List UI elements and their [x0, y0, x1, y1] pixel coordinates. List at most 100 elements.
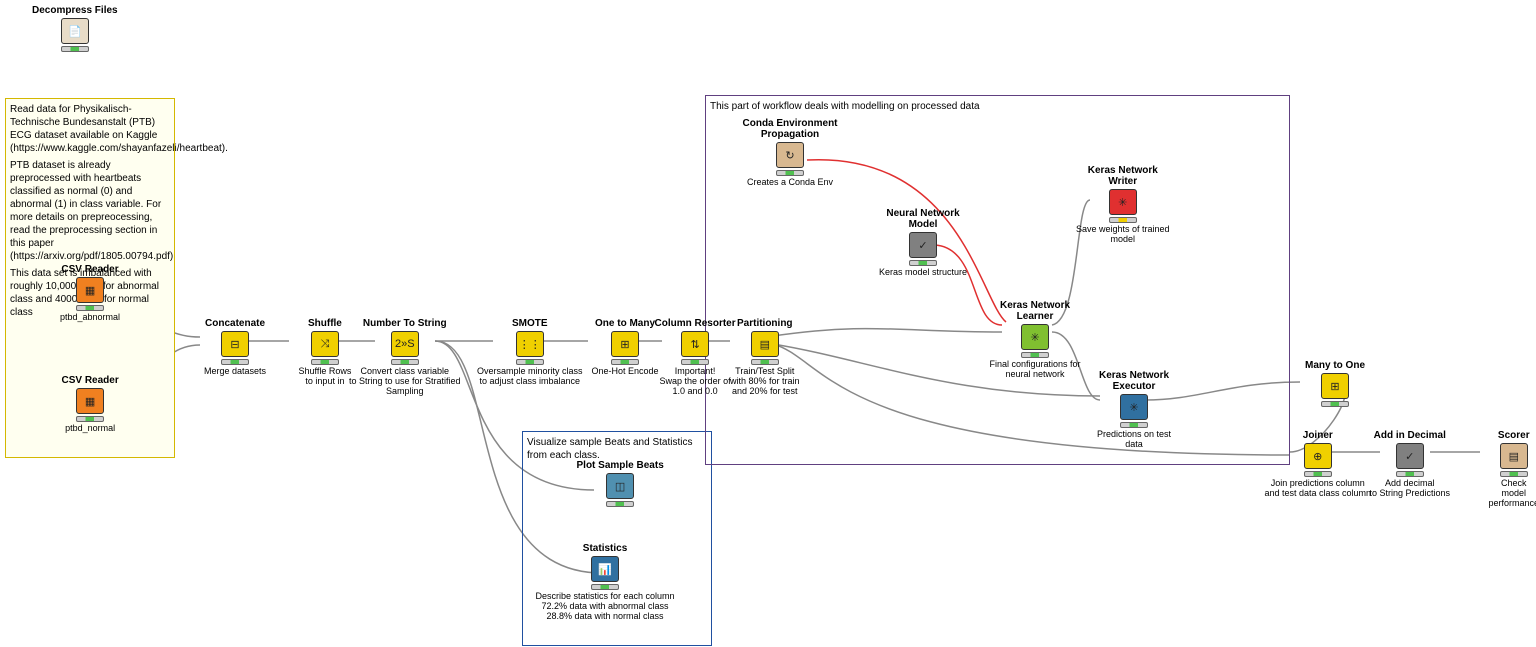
node-status-light: [606, 501, 634, 507]
node-icon[interactable]: ◫: [606, 473, 634, 499]
node-icon[interactable]: ✓: [909, 232, 937, 258]
node-title: Joiner: [1265, 430, 1372, 441]
node-status-light: [611, 359, 639, 365]
workflow-node-conda[interactable]: Conda Environment Propagation↻ Creates a …: [743, 118, 838, 188]
node-icon[interactable]: 📄: [61, 18, 89, 44]
node-icon[interactable]: 📊: [591, 556, 619, 582]
node-icon[interactable]: ⇅: [681, 331, 709, 357]
workflow-node-csv_abnormal[interactable]: CSV Reader ▦ ptbd_abnormal: [60, 264, 120, 323]
workflow-node-many2one[interactable]: Many to One ⊞: [1305, 360, 1365, 409]
node-status-light: [1396, 471, 1424, 477]
node-caption: Describe statistics for each column 72.2…: [536, 592, 675, 622]
workflow-node-col_resort[interactable]: Column Resorter ⇅ Important! Swap the orde…: [655, 318, 736, 397]
node-icon[interactable]: ⋮⋮: [516, 331, 544, 357]
node-icon[interactable]: ▦: [76, 388, 104, 414]
workflow-node-joiner[interactable]: Joiner ⊕ Join predictions column and test …: [1265, 430, 1372, 499]
node-status-light: [1500, 471, 1528, 477]
workflow-node-shuffle[interactable]: Shuffle ⤨ Shuffle Rows to input in: [299, 318, 352, 387]
node-status-light: [221, 359, 249, 365]
workflow-node-partition[interactable]: Partitioning▤Train/Test Split with 80% f…: [730, 318, 800, 397]
workflow-node-writer[interactable]: Keras Network Writer✳ Save weights of tra…: [1076, 165, 1170, 245]
node-caption: Check model performance: [1489, 479, 1536, 509]
annotation-blue-caption: Visualize sample Beats and Statistics fr…: [527, 436, 707, 462]
node-icon[interactable]: ▤: [1500, 443, 1528, 469]
node-status-light: [311, 359, 339, 365]
node-title: Conda Environment Propagation: [743, 118, 838, 140]
workflow-node-executor[interactable]: Keras Network Executor✳ Predictions on te…: [1097, 370, 1171, 450]
node-title: Concatenate: [204, 318, 266, 329]
node-status-light: [61, 46, 89, 52]
node-status-light: [1304, 471, 1332, 477]
node-status-light: [591, 584, 619, 590]
workflow-node-add_decimal[interactable]: Add in Decimal ✓ Add decimal to String Pre…: [1370, 430, 1451, 499]
workflow-node-plot_beats[interactable]: Plot Sample Beats ◫: [577, 460, 664, 509]
node-caption: Final configurations for neural network: [990, 360, 1081, 380]
node-title: SMOTE: [477, 318, 583, 329]
node-caption: Add decimal to String Predictions: [1370, 479, 1451, 499]
node-status-light: [776, 170, 804, 176]
node-title: Decompress Files: [32, 5, 118, 16]
node-status-light: [1109, 217, 1137, 223]
node-title: Shuffle: [299, 318, 352, 329]
node-icon[interactable]: ▦: [76, 277, 104, 303]
node-icon[interactable]: ✓: [1396, 443, 1424, 469]
node-caption: Predictions on test data: [1097, 430, 1171, 450]
node-caption: Oversample minority class to adjust clas…: [477, 367, 583, 387]
workflow-node-num2str[interactable]: Number To String 2»S Convert class variabl…: [349, 318, 461, 397]
workflow-node-scorer[interactable]: Scorer ▤ Check model performance: [1489, 430, 1536, 509]
node-icon[interactable]: ✳: [1109, 189, 1137, 215]
node-title: Partitioning: [730, 318, 800, 329]
node-icon[interactable]: ✳: [1021, 324, 1049, 350]
node-title: CSV Reader: [60, 264, 120, 275]
node-caption: Important! Swap the order of 1.0 and 0.0: [655, 367, 736, 397]
node-title: Keras Network Executor: [1097, 370, 1171, 392]
node-icon[interactable]: ⊞: [1321, 373, 1349, 399]
node-caption: Merge datasets: [204, 367, 266, 377]
workflow-node-smote[interactable]: SMOTE ⋮⋮ Oversample minority class to adju…: [477, 318, 583, 387]
node-title: Statistics: [536, 543, 675, 554]
node-title: Keras Network Learner: [990, 300, 1081, 322]
node-icon[interactable]: 2»S: [391, 331, 419, 357]
workflow-node-nn_model[interactable]: Neural Network Model✓Keras model structu…: [879, 208, 967, 278]
node-caption: One-Hot Encode: [592, 367, 659, 377]
node-title: Column Resorter: [655, 318, 736, 329]
workflow-node-decompress[interactable]: Decompress Files 📄: [32, 5, 118, 54]
node-icon[interactable]: ▤: [751, 331, 779, 357]
workflow-node-learner[interactable]: Keras Network Learner✳ Final configuratio…: [990, 300, 1081, 380]
node-status-light: [751, 359, 779, 365]
node-title: Plot Sample Beats: [577, 460, 664, 471]
node-icon[interactable]: ⊕: [1304, 443, 1332, 469]
node-caption: ptbd_abnormal: [60, 313, 120, 323]
annotation-yellow-text1: Read data for Physikalisch-Technische Bu…: [10, 103, 170, 155]
node-caption: Convert class variable to String to use …: [349, 367, 461, 397]
node-caption: ptbd_normal: [62, 424, 119, 434]
annotation-purple-caption: This part of workflow deals with modelli…: [710, 100, 1285, 113]
node-status-light: [391, 359, 419, 365]
node-icon[interactable]: ⊟: [221, 331, 249, 357]
node-status-light: [1120, 422, 1148, 428]
node-title: One to Many: [592, 318, 659, 329]
node-status-light: [76, 305, 104, 311]
node-caption: Join predictions column and test data cl…: [1265, 479, 1372, 499]
node-title: Keras Network Writer: [1076, 165, 1170, 187]
node-icon[interactable]: ⊞: [611, 331, 639, 357]
node-title: Many to One: [1305, 360, 1365, 371]
node-title: Scorer: [1489, 430, 1536, 441]
node-status-light: [516, 359, 544, 365]
node-icon[interactable]: ⤨: [311, 331, 339, 357]
node-icon[interactable]: ↻: [776, 142, 804, 168]
workflow-node-csv_normal[interactable]: CSV Reader ▦ ptbd_normal: [62, 375, 119, 434]
node-caption: Keras model structure: [879, 268, 967, 278]
node-title: Number To String: [349, 318, 461, 329]
node-icon[interactable]: ✳: [1120, 394, 1148, 420]
node-caption: Shuffle Rows to input in: [299, 367, 352, 387]
node-status-light: [76, 416, 104, 422]
node-caption: Creates a Conda Env: [743, 178, 838, 188]
annotation-yellow-text2: PTB dataset is already preprocessed with…: [10, 159, 170, 263]
node-title: Add in Decimal: [1370, 430, 1451, 441]
workflow-node-one2many[interactable]: One to Many ⊞ One-Hot Encode: [592, 318, 659, 377]
node-caption: Save weights of trained model: [1076, 225, 1170, 245]
workflow-node-statistics[interactable]: Statistics 📊 Describe statistics for each …: [536, 543, 675, 622]
workflow-node-concatenate[interactable]: Concatenate ⊟ Merge datasets: [204, 318, 266, 377]
node-title: CSV Reader: [62, 375, 119, 386]
